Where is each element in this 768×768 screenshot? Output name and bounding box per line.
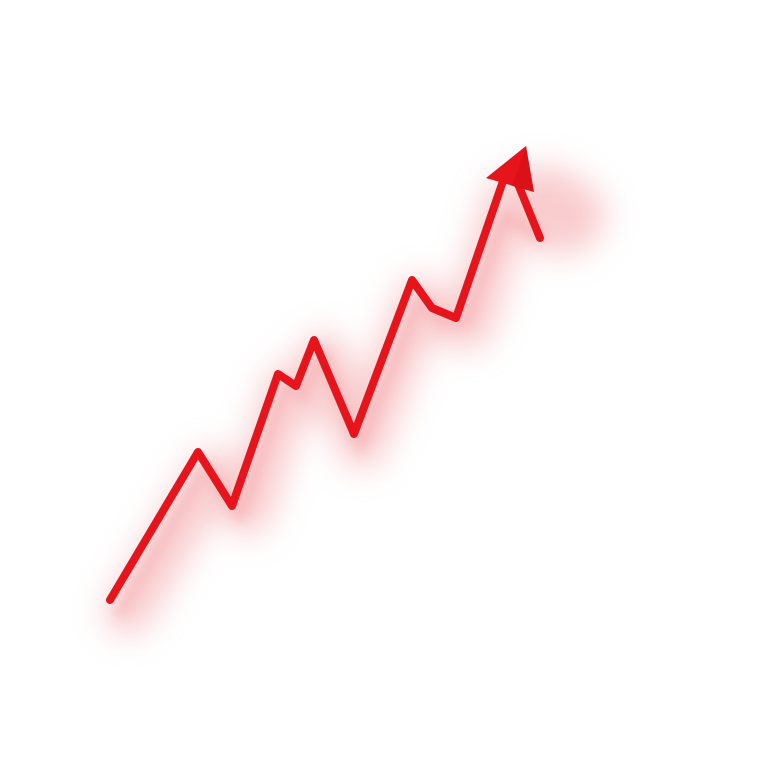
zigzag-trend-line (106, 180, 506, 604)
arrow-head-icon (486, 146, 544, 242)
